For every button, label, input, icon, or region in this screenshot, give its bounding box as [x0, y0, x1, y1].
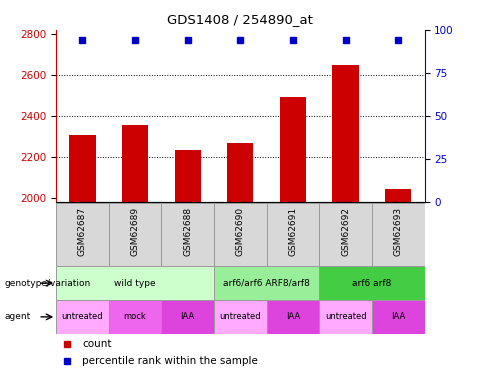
Bar: [162, 300, 214, 334]
Text: GSM62693: GSM62693: [394, 207, 403, 256]
Text: agent: agent: [5, 312, 31, 321]
Text: IAA: IAA: [286, 312, 300, 321]
Bar: [56, 266, 214, 300]
Bar: [266, 202, 319, 266]
Text: GSM62690: GSM62690: [236, 207, 245, 256]
Bar: [56, 202, 109, 266]
Bar: [280, 97, 306, 202]
Bar: [175, 150, 201, 202]
Text: GSM62692: GSM62692: [341, 207, 350, 256]
Text: wild type: wild type: [114, 279, 156, 288]
Text: GSM62687: GSM62687: [78, 207, 87, 256]
Bar: [319, 300, 372, 334]
Bar: [319, 202, 372, 266]
Bar: [372, 202, 425, 266]
Text: arf6/arf6 ARF8/arf8: arf6/arf6 ARF8/arf8: [223, 279, 310, 288]
Bar: [214, 202, 266, 266]
Bar: [56, 300, 109, 334]
Text: GSM62691: GSM62691: [288, 207, 298, 256]
Bar: [319, 266, 425, 300]
Bar: [109, 202, 162, 266]
Text: untreated: untreated: [220, 312, 261, 321]
Bar: [372, 300, 425, 334]
Bar: [69, 135, 96, 202]
Text: GSM62689: GSM62689: [131, 207, 140, 256]
Text: mock: mock: [123, 312, 146, 321]
Bar: [385, 189, 411, 202]
Bar: [332, 65, 359, 203]
Text: count: count: [82, 339, 111, 349]
Title: GDS1408 / 254890_at: GDS1408 / 254890_at: [167, 13, 313, 26]
Text: arf6 arf8: arf6 arf8: [352, 279, 391, 288]
Text: genotype/variation: genotype/variation: [5, 279, 91, 288]
Bar: [214, 266, 319, 300]
Bar: [266, 300, 319, 334]
Text: IAA: IAA: [181, 312, 195, 321]
Text: untreated: untreated: [325, 312, 366, 321]
Bar: [122, 126, 148, 202]
Bar: [162, 202, 214, 266]
Text: GSM62688: GSM62688: [183, 207, 192, 256]
Text: percentile rank within the sample: percentile rank within the sample: [82, 356, 258, 366]
Text: untreated: untreated: [61, 312, 103, 321]
Bar: [227, 143, 253, 202]
Text: IAA: IAA: [391, 312, 406, 321]
Bar: [214, 300, 266, 334]
Bar: [109, 300, 162, 334]
